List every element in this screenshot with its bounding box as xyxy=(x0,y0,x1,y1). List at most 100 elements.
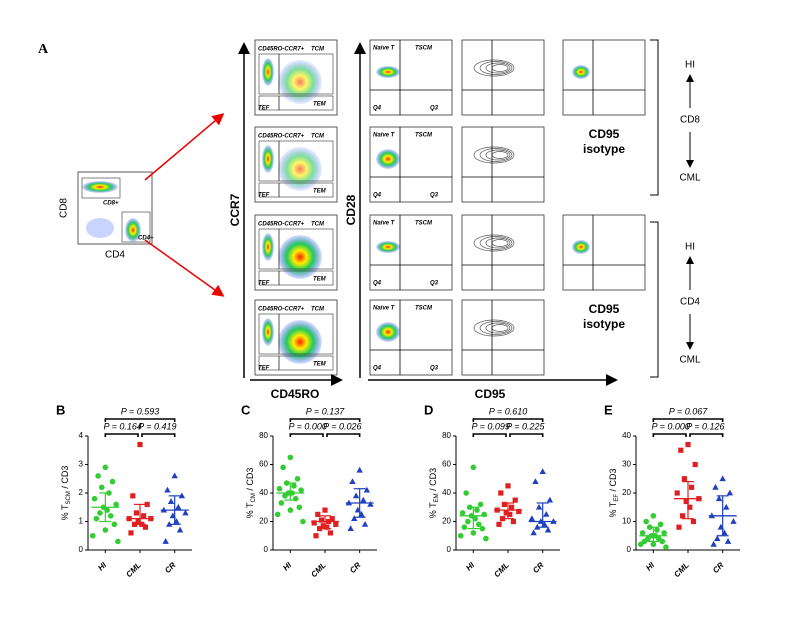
p-value: P = 0.225 xyxy=(506,421,545,431)
isotype-label: CD95 isotype xyxy=(583,302,625,331)
arrow xyxy=(144,239,225,297)
gate-label: TSCM xyxy=(415,221,433,227)
point xyxy=(311,520,317,526)
gate-label: TEM xyxy=(313,277,327,283)
point xyxy=(356,466,363,473)
axis-label: CD45RO xyxy=(271,387,320,401)
point xyxy=(512,497,518,503)
point xyxy=(459,510,466,516)
bracket xyxy=(652,433,687,437)
point xyxy=(689,484,695,490)
gate xyxy=(278,53,334,95)
bracket xyxy=(289,433,324,437)
point xyxy=(352,492,360,499)
gate-label: Q4 xyxy=(373,193,382,199)
group-label: CD8 xyxy=(680,115,700,126)
isotype-line: isotype xyxy=(583,142,625,156)
point xyxy=(639,530,646,536)
p-value: P = 0.026 xyxy=(323,421,361,431)
cell-cloud xyxy=(572,65,590,79)
point xyxy=(516,508,522,515)
gate-label: Naive T xyxy=(373,221,396,227)
gate-label: TCM xyxy=(311,134,325,140)
gate-label: CD45RO-CCR7+ xyxy=(258,47,305,53)
y-axis-label-part: / CD3 xyxy=(608,468,618,494)
gate-label: TEM xyxy=(313,362,327,368)
flow-plot xyxy=(461,39,545,116)
point xyxy=(470,464,477,471)
x-tick-label: CML xyxy=(124,560,143,579)
gate-label: CD45RO-CCR7+ xyxy=(258,134,305,140)
group-label: HI xyxy=(685,242,695,253)
gate-label: Q3 xyxy=(430,281,439,287)
gate-label: Naive T xyxy=(373,306,396,312)
y-axis-label: % TSCM / CD3 xyxy=(60,466,71,521)
point xyxy=(287,507,294,513)
point xyxy=(674,490,680,496)
cell-cloud xyxy=(262,145,274,173)
gate xyxy=(278,355,334,371)
y-axis-label: % TEM / CD3 xyxy=(428,468,439,518)
point xyxy=(167,498,175,504)
x-tick-label: CML xyxy=(672,560,691,579)
point xyxy=(474,507,480,513)
point xyxy=(710,540,717,547)
y-axis-label-part: SCM xyxy=(66,491,72,504)
y-tick-label: 60 xyxy=(259,460,268,469)
gate-label: Q3 xyxy=(430,193,439,199)
axis-label: CD8 xyxy=(59,198,70,218)
x-tick-label: HI xyxy=(644,560,657,573)
point xyxy=(659,538,666,545)
cell-cloud xyxy=(376,149,400,169)
point xyxy=(98,484,105,491)
bracket xyxy=(652,418,724,422)
point xyxy=(322,507,328,513)
point xyxy=(324,524,330,530)
point xyxy=(654,527,660,533)
point xyxy=(113,501,119,508)
y-axis-label-part: / CD3 xyxy=(60,466,70,492)
x-tick-label: CR xyxy=(163,560,178,575)
point xyxy=(360,496,367,503)
point xyxy=(178,492,186,499)
point xyxy=(363,486,371,493)
panel-label: D xyxy=(424,402,433,417)
point xyxy=(176,526,184,533)
point xyxy=(715,495,723,502)
point xyxy=(142,524,148,530)
point xyxy=(637,541,644,548)
y-tick-label: 40 xyxy=(259,488,268,497)
flow-plot xyxy=(461,126,545,203)
point xyxy=(723,503,730,510)
isotype-line: CD95 xyxy=(589,127,620,141)
gate-label: TEF xyxy=(258,281,270,287)
overview-plot: CD8+ CD4+ CD8 CD4 xyxy=(59,171,154,261)
y-axis-label-part: EF xyxy=(614,494,620,502)
point xyxy=(367,501,374,507)
y-axis-label-part: % T xyxy=(245,502,255,518)
group-label: HI xyxy=(685,60,695,71)
point xyxy=(89,532,96,539)
point xyxy=(115,538,121,545)
point xyxy=(351,515,358,522)
flow-plot xyxy=(562,39,646,116)
bracket xyxy=(104,433,139,437)
point xyxy=(276,485,283,492)
point xyxy=(327,530,333,536)
gate-label: Naive T xyxy=(373,133,396,139)
y-axis-label-part: EM xyxy=(434,493,440,502)
y-tick-label: 20 xyxy=(259,517,268,526)
p-value: P = 0.164 xyxy=(103,421,141,431)
gate-label: TEM xyxy=(313,102,327,108)
y-tick-label: 10 xyxy=(622,517,631,526)
cell-cloud xyxy=(262,318,274,346)
flow-plot xyxy=(461,299,545,376)
point xyxy=(685,441,691,448)
panel-label: E xyxy=(604,402,613,417)
contour xyxy=(473,146,515,164)
y-tick-label: 80 xyxy=(259,431,268,440)
cell-cloud xyxy=(262,233,274,261)
group-label: CD4 xyxy=(680,297,700,308)
gate-label: Q4 xyxy=(373,281,382,287)
